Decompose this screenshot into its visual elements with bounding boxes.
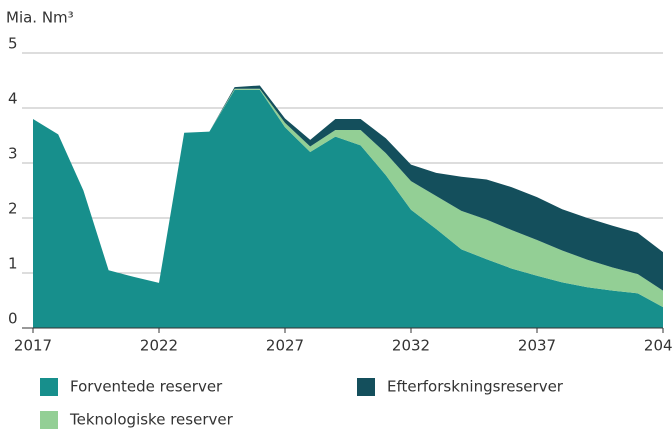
legend-swatch xyxy=(40,378,58,396)
x-tick-label: 2027 xyxy=(266,337,304,355)
area xyxy=(33,89,663,328)
legend-label: Forventede reserver xyxy=(70,378,223,396)
x-tick-label: 2022 xyxy=(140,337,178,355)
y-tick-label: 2 xyxy=(8,200,18,218)
x-tick-label: 2017 xyxy=(14,337,52,355)
y-tick-label: 1 xyxy=(8,255,18,273)
y-axis-label: Mia. Nm³ xyxy=(6,9,74,27)
x-tick-label: 2032 xyxy=(392,337,430,355)
y-tick-label: 4 xyxy=(8,90,18,108)
legend-swatch xyxy=(40,411,58,429)
y-tick-label: 3 xyxy=(8,145,18,163)
y-tick-label: 5 xyxy=(8,35,18,53)
area xyxy=(33,85,663,291)
legend-label: Teknologiske reserver xyxy=(69,411,234,429)
legend-label: Efterforskningsreserver xyxy=(387,378,564,396)
legend-swatch xyxy=(357,378,375,396)
x-tick-label: 2042 xyxy=(644,337,672,355)
y-tick-label: 0 xyxy=(8,310,18,328)
x-tick-label: 2037 xyxy=(518,337,556,355)
area xyxy=(33,88,663,308)
